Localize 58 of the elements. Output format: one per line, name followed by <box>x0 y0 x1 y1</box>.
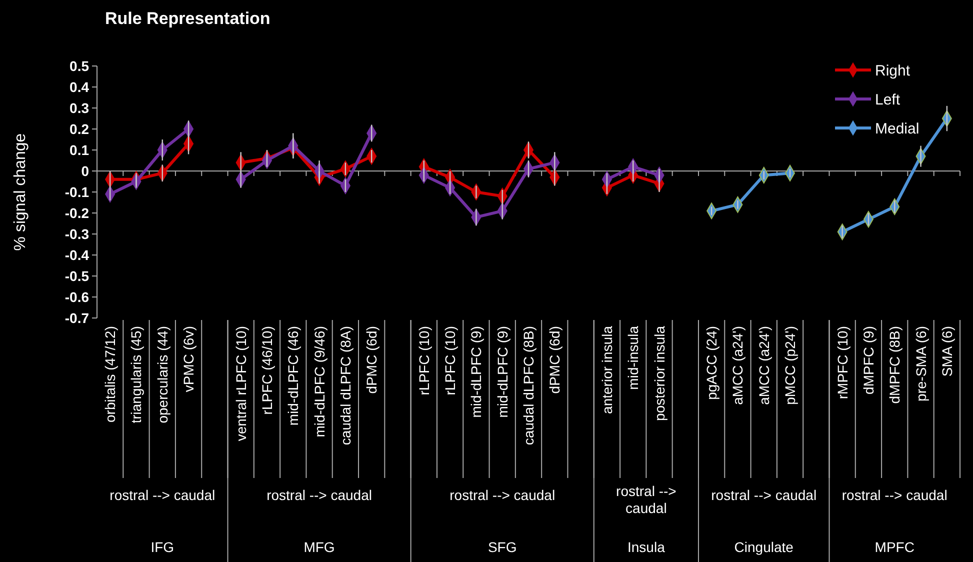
y-tick-label: 0.3 <box>70 100 90 116</box>
x-tick-label: pgACC (24) <box>704 326 720 400</box>
x-tick-label: dMPFC (8B) <box>886 326 903 404</box>
y-tick-label: 0.4 <box>70 78 90 95</box>
x-tick-label: rLPFC (46/10) <box>258 326 275 415</box>
text: rostral --> caudal <box>616 483 676 516</box>
y-tick-label: -0.3 <box>64 226 90 242</box>
x-tick-label: mid-dLPFC (9) <box>468 326 484 418</box>
text: MPFC <box>874 539 914 555</box>
chart-title: Rule Representation <box>105 9 270 28</box>
y-tick-label: 0.2 <box>70 120 90 137</box>
text: Insula <box>628 539 666 555</box>
text: Cingulate <box>734 539 794 555</box>
x-tick-label: triangularis (45) <box>128 326 144 424</box>
x-tick-label: pre-SMA (6) <box>912 326 929 402</box>
x-tick-label: vPMC (6v) <box>180 326 197 392</box>
y-tick-label: -0.6 <box>64 288 90 305</box>
x-tick-label: caudal dLPFC (8B) <box>520 326 536 446</box>
x-tick-label: anterior insula <box>598 326 615 414</box>
x-tick-label: mid-dLPFC (9/46) <box>311 326 328 438</box>
x-tick-label: mid-dLPFC (9) <box>494 326 510 418</box>
x-tick-label: rMPFC (10) <box>834 326 850 400</box>
x-tick-label: dMPFC (9) <box>860 326 876 394</box>
x-tick-label: rLPFC (10) <box>416 326 432 396</box>
x-tick-label: pMCC (p24') <box>782 326 798 405</box>
x-tick-label: aMCC (a24') <box>756 326 772 405</box>
text: IFG <box>150 539 174 555</box>
y-tick-label: 0.5 <box>70 58 90 74</box>
x-tick-label: mid-dLPFC (46) <box>285 326 302 426</box>
y-tick-label: -0.7 <box>64 310 90 326</box>
x-tick-label: dPMC (6d) <box>364 326 380 394</box>
y-axis-title: % signal change <box>12 133 29 251</box>
y-tick-label: -0.1 <box>64 184 90 200</box>
y-tick-label: -0.4 <box>64 246 90 263</box>
text: MFG <box>304 539 335 555</box>
x-tick-label: rLPFC (10) <box>442 326 458 396</box>
x-tick-label: caudal dLPFC (8A) <box>337 326 354 446</box>
y-tick-label: -0.2 <box>64 204 90 221</box>
legend-label: Medial <box>875 120 920 138</box>
text: rostral --> caudal <box>266 487 372 503</box>
text: SFG <box>488 539 517 555</box>
x-tick-label: aMCC (a24') <box>730 326 746 405</box>
x-tick-label: mid-insula <box>625 326 642 390</box>
y-tick-label: 0 <box>81 162 90 179</box>
text: rostral --> caudal <box>110 487 216 503</box>
x-tick-label: SMA (6) <box>938 326 955 377</box>
x-tick-label: dPMC (6d) <box>546 326 563 394</box>
x-tick-label: opercularis (44) <box>154 326 170 424</box>
legend-label: Left <box>875 91 901 108</box>
text: rostral --> caudal <box>842 487 948 503</box>
y-tick-label: 0.1 <box>70 142 90 158</box>
y-tick-label: -0.5 <box>64 268 90 284</box>
x-tick-label: posterior insula <box>651 326 668 421</box>
text: rostral --> caudal <box>711 487 817 503</box>
x-tick-label: orbitalis (47/12) <box>102 326 118 422</box>
text: rostral --> caudal <box>450 487 556 503</box>
legend-label: Right <box>875 62 911 80</box>
x-tick-label: ventral rLPFC (10) <box>232 326 249 442</box>
